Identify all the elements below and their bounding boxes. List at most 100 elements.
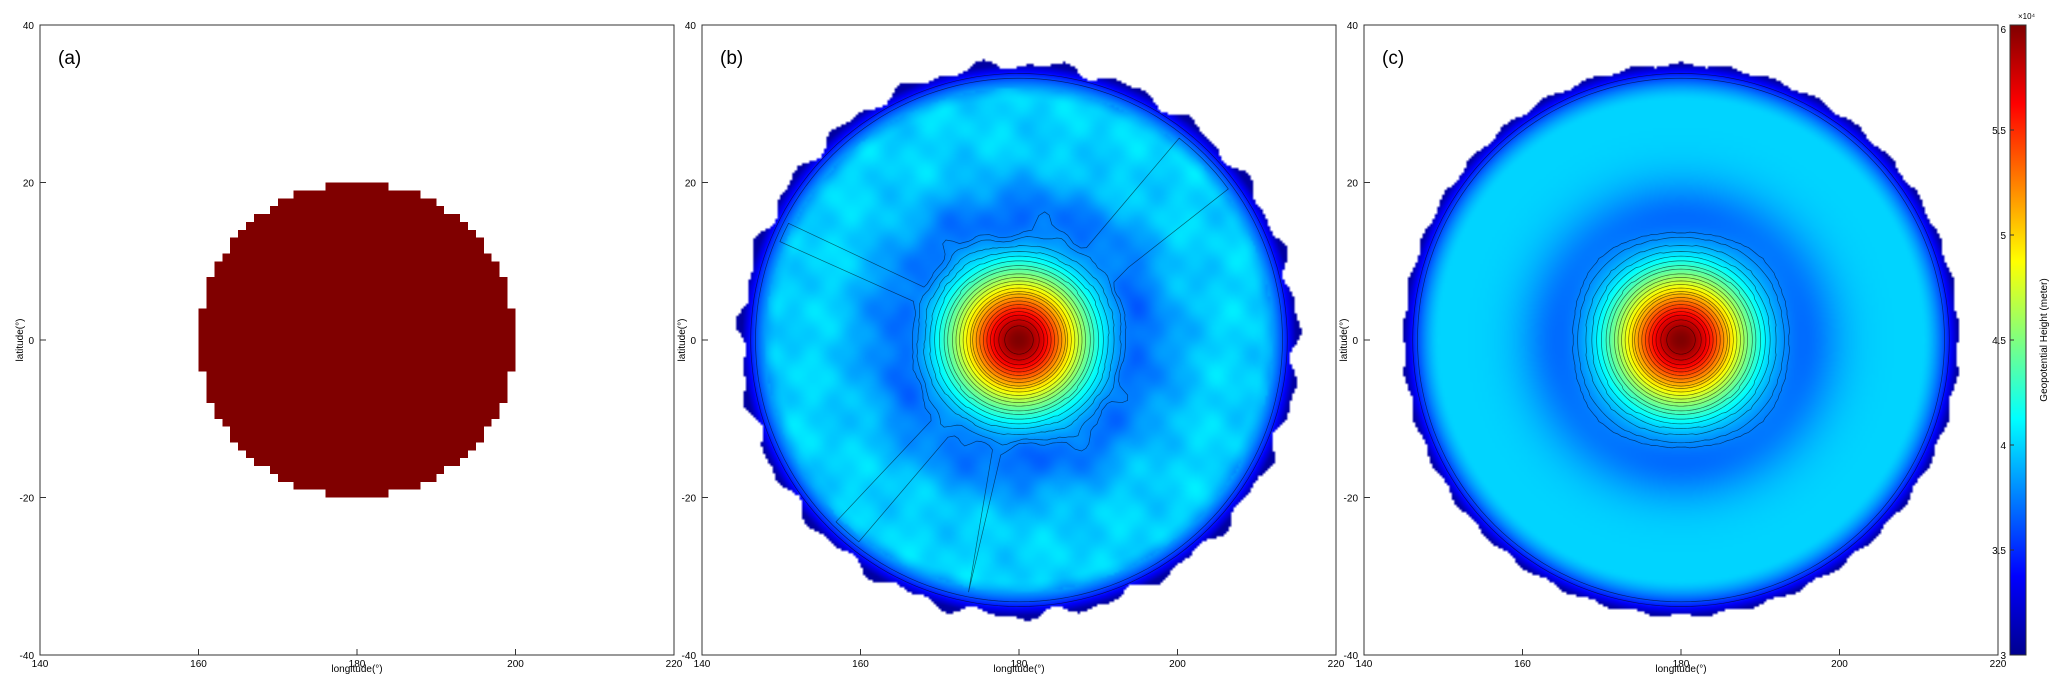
contour-line bbox=[1577, 236, 1785, 444]
contour-line bbox=[755, 77, 1283, 603]
panel-b-ticks: 140 160 180 200 220 -40 -20 0 20 40 bbox=[682, 21, 1345, 670]
panel-c-field bbox=[1364, 25, 1998, 655]
y-tick-label: 0 bbox=[690, 336, 696, 347]
colorbar: 3 3.5 4 4.5 5 5.5 6 ×10⁴ Geopotential Height (… bbox=[1992, 12, 2050, 662]
colorbar-tick-label: 3 bbox=[2000, 651, 2006, 662]
contour-line bbox=[916, 236, 1122, 446]
contour-line bbox=[1412, 73, 1950, 607]
y-tick-label: 20 bbox=[685, 179, 697, 190]
x-tick-label: 160 bbox=[852, 659, 869, 670]
y-tick-label: 20 bbox=[23, 179, 35, 190]
contour-line bbox=[986, 307, 1052, 373]
panel-a-field bbox=[40, 25, 674, 655]
y-tick-label: -20 bbox=[20, 494, 35, 505]
contour-line bbox=[934, 255, 1104, 425]
panel-c-label: (c) bbox=[1382, 48, 1404, 69]
panel-a-ticks: 140 160 180 200 220 -40 -20 0 20 40 bbox=[20, 21, 683, 670]
contour-line bbox=[998, 319, 1040, 361]
contour-line bbox=[1648, 307, 1714, 373]
contour-line bbox=[1655, 314, 1707, 366]
x-tick-label: 140 bbox=[1356, 659, 1373, 670]
contour-line bbox=[979, 300, 1059, 380]
contour-line bbox=[1004, 325, 1034, 355]
contour-line bbox=[1624, 284, 1738, 396]
contour-line bbox=[969, 291, 1069, 389]
contour-line bbox=[1644, 304, 1718, 376]
colorbar-tick-label: 4.5 bbox=[1992, 336, 2006, 347]
contour-line bbox=[1605, 265, 1757, 415]
panel-b-ylabel: latitude(°) bbox=[677, 319, 688, 362]
contour-line bbox=[947, 268, 1091, 412]
panel-c-xlabel: longitude(°) bbox=[1655, 664, 1706, 675]
contour-line bbox=[990, 311, 1048, 369]
contour-line bbox=[939, 260, 1099, 420]
y-tick-label: 40 bbox=[1347, 21, 1359, 32]
contour-line bbox=[1585, 245, 1777, 435]
contour-line bbox=[966, 287, 1072, 393]
colorbar-tick-label: 6 bbox=[2000, 25, 2006, 36]
x-tick-label: 160 bbox=[1514, 659, 1531, 670]
contour-line bbox=[1621, 280, 1741, 400]
panel-c-ticks: 140 160 180 200 220 -40 -20 0 20 40 bbox=[1344, 21, 2007, 670]
x-tick-label: 220 bbox=[666, 659, 683, 670]
x-tick-label: 160 bbox=[190, 659, 207, 670]
y-tick-label: -20 bbox=[682, 494, 697, 505]
x-tick-label: 200 bbox=[507, 659, 524, 670]
y-tick-label: -40 bbox=[20, 651, 35, 662]
y-tick-label: 20 bbox=[1347, 179, 1359, 190]
contour-line bbox=[952, 273, 1086, 407]
contour-line bbox=[1634, 293, 1728, 387]
contour-line bbox=[1591, 251, 1771, 429]
y-tick-label: 40 bbox=[23, 21, 35, 32]
contour-line bbox=[929, 251, 1110, 429]
x-tick-label: 220 bbox=[1328, 659, 1345, 670]
contour-line bbox=[1652, 311, 1710, 369]
colorbar-tick-label: 5 bbox=[2000, 231, 2006, 242]
contour-line bbox=[993, 314, 1045, 366]
x-tick-label: 180 bbox=[1673, 659, 1690, 670]
contour-line bbox=[1614, 273, 1748, 407]
contour-line bbox=[1572, 231, 1790, 449]
contour-line bbox=[750, 73, 1288, 607]
contour-line bbox=[1601, 260, 1761, 420]
contour-line bbox=[1617, 277, 1745, 403]
y-tick-label: 40 bbox=[685, 21, 697, 32]
x-tick-label: 140 bbox=[694, 659, 711, 670]
x-tick-label: 220 bbox=[1990, 659, 2007, 670]
panel-c-ylabel: latitude(°) bbox=[1339, 319, 1350, 362]
contour-line bbox=[1596, 255, 1766, 425]
panel-c-contours bbox=[1412, 73, 1950, 607]
y-tick-label: 0 bbox=[1352, 336, 1358, 347]
contour-line bbox=[955, 277, 1083, 403]
colorbar-ticks: 3 3.5 4 4.5 5 5.5 6 bbox=[1992, 24, 2014, 662]
x-tick-label: 200 bbox=[1169, 659, 1186, 670]
panel-b: 140 160 180 200 220 -40 -20 0 20 40 (b) longitude… bbox=[677, 21, 1345, 675]
panel-b-label: (b) bbox=[720, 48, 743, 69]
panel-b-contours bbox=[750, 73, 1288, 607]
panel-a-label: (a) bbox=[58, 48, 81, 69]
contour-line bbox=[1628, 287, 1734, 393]
panel-b-field bbox=[702, 25, 1336, 655]
y-tick-label: -20 bbox=[1344, 494, 1359, 505]
colorbar-tick-label: 3.5 bbox=[1992, 546, 2006, 557]
contour-line bbox=[972, 293, 1066, 387]
contour-line bbox=[1666, 325, 1696, 355]
panel-c: 140 160 180 200 220 -40 -20 0 20 40 (c) longitude… bbox=[1339, 21, 2007, 675]
panel-a: 140 160 180 200 220 -40 -20 0 20 40 (a) longitude… bbox=[15, 21, 683, 675]
contour-line bbox=[975, 297, 1063, 383]
colorbar-tick-label: 4 bbox=[2000, 441, 2006, 452]
colorbar-label: Geopotential Height (meter) bbox=[2039, 278, 2050, 401]
x-tick-label: 200 bbox=[1831, 659, 1848, 670]
contour-line bbox=[959, 280, 1079, 400]
contour-line bbox=[943, 265, 1095, 415]
contour-line bbox=[1631, 291, 1731, 389]
colorbar-exponent: ×10⁴ bbox=[2018, 12, 2036, 21]
contour-line bbox=[923, 245, 1115, 435]
x-tick-label: 180 bbox=[1011, 659, 1028, 670]
panel-b-xlabel: longitude(°) bbox=[993, 664, 1044, 675]
panel-a-ylabel: latitude(°) bbox=[15, 319, 26, 362]
contour-line bbox=[1637, 297, 1725, 383]
contour-line bbox=[1417, 77, 1945, 603]
x-tick-label: 140 bbox=[32, 659, 49, 670]
